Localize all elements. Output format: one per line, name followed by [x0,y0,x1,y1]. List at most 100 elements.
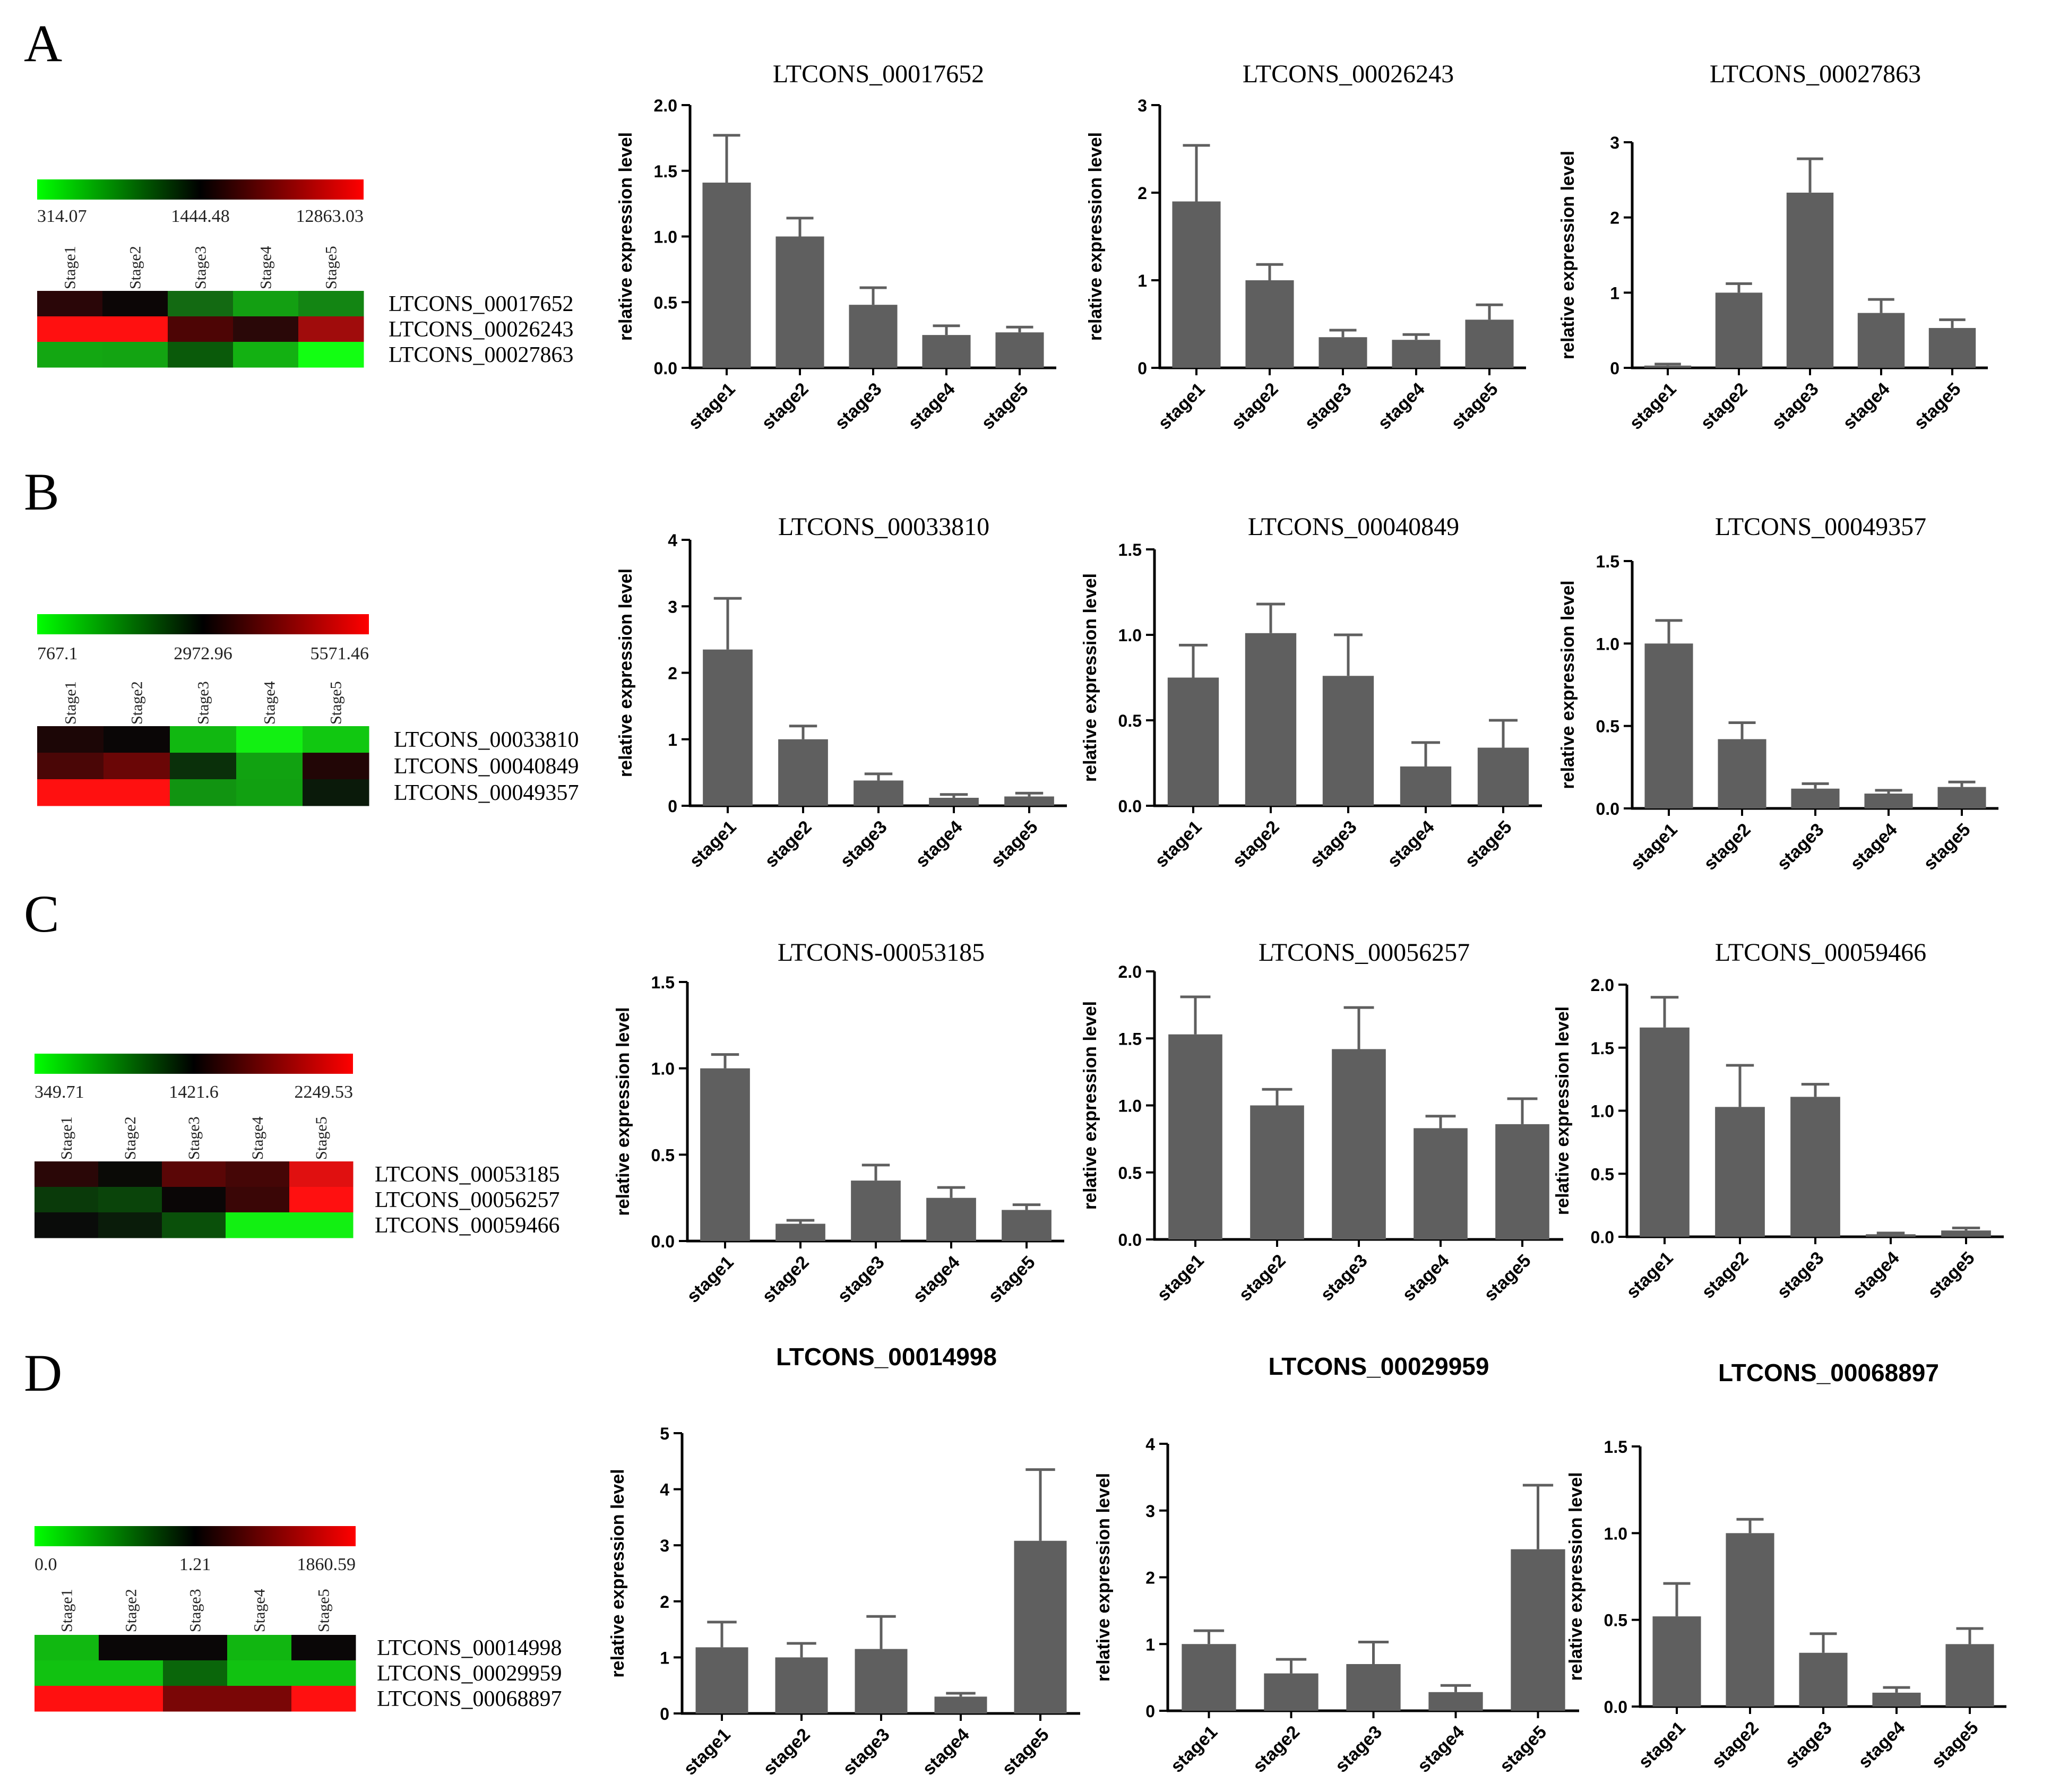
y-axis-label: relative expression level [1080,1001,1100,1210]
y-axis-label: relative expression level [1566,1472,1586,1681]
color-scale-label: 2972.96 [174,644,232,664]
x-tick-label: stage3 [1317,1251,1372,1305]
y-tick-label: 1 [668,730,677,749]
bar [1428,1692,1483,1711]
bar [1786,192,1834,368]
bar [1857,313,1905,368]
color-scale-label: 767.1 [37,644,78,664]
x-tick-label: stage4 [1849,1248,1903,1303]
heatmap-cell [35,1161,99,1187]
y-tick-label: 3 [660,1536,669,1555]
x-tick-label: stage5 [1480,1251,1535,1305]
bar [1414,1128,1468,1239]
y-tick-label: 1.0 [1591,1102,1614,1121]
bar [1937,787,1986,808]
y-tick-label: 0 [1137,359,1147,378]
y-tick-label: 3 [1137,96,1147,115]
bar-chart: LTCONS_00068897 relative expression level… [1566,1359,2006,1772]
heatmap-cell [170,753,237,780]
bar-chart: LTCONS_00056257 relative expression level… [1080,938,1563,1305]
bar-chart: LTCONS_00049357 relative expression level… [1558,513,1998,874]
x-tick-label: stage3 [834,1252,889,1307]
color-scale-bar [35,1054,353,1074]
heatmap-col-label: Stage4 [261,681,279,725]
x-tick-label: stage5 [1910,379,1965,434]
heatmap-cell [236,779,303,806]
x-tick-label: stage3 [1768,379,1823,434]
x-tick-label: stage4 [1374,379,1429,434]
heatmap-cell [168,316,234,342]
heatmap-cell [163,1686,228,1712]
x-tick-label: stage5 [1924,1248,1979,1303]
bar [1400,766,1452,806]
heatmap-col-label: Stage1 [62,246,79,289]
y-tick-label: 1 [1610,283,1619,303]
color-scale-bar [35,1526,356,1546]
heatmap-cell [236,753,303,780]
heatmap-cell [233,316,299,342]
heatmap-col-label: Stage2 [128,681,146,725]
heatmap-col-label: Stage2 [123,1589,140,1632]
panel-letter: B [24,462,59,521]
color-scale-bar [37,179,364,200]
bar [851,1181,901,1241]
x-tick-label: stage4 [904,379,959,434]
heatmap-cell [298,342,364,368]
heatmap-cell [99,1660,163,1686]
x-tick-label: stage4 [1384,817,1438,872]
y-tick-label: 3 [668,597,677,616]
heatmap-col-label: Stage2 [122,1116,139,1160]
y-tick-label: 1 [660,1648,669,1667]
bar [775,236,824,368]
x-tick-label: stage1 [1151,817,1206,872]
bar [1182,1644,1236,1711]
y-axis-label: relative expression level [1093,1473,1114,1682]
heatmap-cell [102,291,168,317]
x-tick-label: stage2 [1229,817,1283,872]
x-tick-label: stage1 [1154,379,1209,434]
x-tick-label: stage4 [919,1725,973,1779]
x-tick-label: stage3 [1306,817,1361,872]
heatmap-row-label: LTCONS_00049357 [394,781,579,805]
bar [926,1197,976,1241]
heatmap-cell [226,1212,290,1238]
x-tick-label: stage3 [1331,1722,1386,1777]
heatmap-cell [233,342,299,368]
y-tick-label: 0.5 [1596,717,1619,736]
x-tick-label: stage2 [761,817,816,872]
heatmap-cell [37,726,104,753]
heatmap-cell [104,726,170,753]
bar [1004,796,1054,806]
x-tick-label: stage4 [1399,1251,1453,1305]
bar [775,1657,828,1713]
heatmap-cell [99,1635,163,1661]
bar [1718,739,1766,808]
x-tick-label: stage4 [1839,379,1894,434]
y-axis-label: relative expression level [608,1469,628,1677]
y-axis-label: relative expression level [1080,573,1100,782]
bar [934,1696,987,1713]
bar [700,1068,750,1241]
x-tick-label: stage1 [683,1252,738,1307]
heatmap-cell [35,1212,99,1238]
chart-title: LTCONS_00029959 [1269,1352,1489,1380]
heatmap-cell [170,726,237,753]
heatmap-col-label: Stage5 [328,681,345,725]
heatmap-cell [163,1660,228,1686]
color-scale-label: 1444.48 [171,206,230,226]
x-tick-label: stage4 [1847,820,1901,874]
bar [929,797,979,806]
x-tick-label: stage2 [1228,379,1282,434]
y-tick-label: 0.0 [1118,1230,1142,1250]
y-tick-label: 2 [668,664,677,683]
color-scale-label: 2249.53 [295,1082,354,1102]
bar [775,1224,825,1241]
x-tick-label: stage2 [758,379,813,434]
heatmap-col-label: Stage4 [251,1589,269,1632]
x-tick-label: stage4 [912,817,967,872]
heatmap-col-label: Stage4 [257,246,275,289]
chart-title: LTCONS_00017652 [773,60,984,88]
y-tick-label: 2 [1137,184,1147,203]
heatmap-col-label: Stage2 [127,246,144,289]
y-tick-label: 0.0 [1118,797,1142,816]
